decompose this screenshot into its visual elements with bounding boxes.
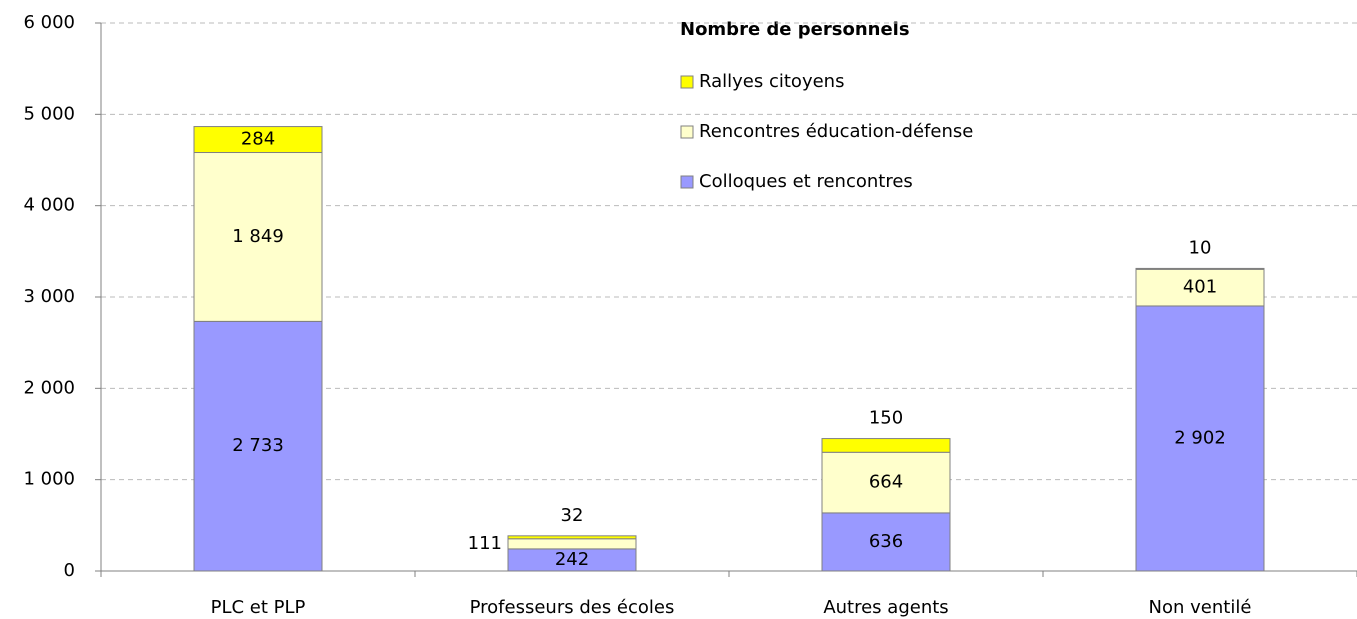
legend-title: Nombre de personnels	[680, 19, 910, 40]
y-tick-label: 1 000	[23, 469, 75, 490]
x-tick-label: PLC et PLP	[211, 597, 306, 618]
bar-segment	[1135, 268, 1265, 307]
x-tick-label: Professeurs des écoles	[470, 597, 675, 618]
legend-label: Rencontres éducation-défense	[699, 121, 973, 142]
data-label: 242	[555, 549, 589, 570]
y-tick-label: 4 000	[23, 195, 75, 216]
y-tick-label: 3 000	[23, 286, 75, 307]
legend-label: Colloques et rencontres	[699, 171, 913, 192]
y-tick-label: 2 000	[23, 377, 75, 398]
bar-segment	[1135, 305, 1265, 572]
data-label: 1 849	[232, 226, 284, 247]
legend-label: Rallyes citoyens	[699, 71, 844, 92]
data-label: 32	[561, 505, 584, 526]
data-label: 10	[1189, 237, 1212, 258]
legend-swatch	[680, 125, 694, 139]
data-label: 401	[1183, 277, 1217, 298]
data-label: 636	[869, 531, 903, 552]
bar-segment	[193, 152, 323, 322]
bar-segment	[821, 451, 951, 514]
data-label: 664	[869, 472, 903, 493]
bar-segment	[193, 126, 323, 154]
x-tick-label: Autres agents	[823, 597, 948, 618]
data-label: 284	[241, 129, 275, 150]
data-label: 2 902	[1174, 427, 1226, 448]
y-tick-label: 6 000	[23, 12, 75, 33]
bar-segment	[1135, 267, 1265, 270]
bar-segment	[193, 320, 323, 572]
bar-segment	[821, 512, 951, 572]
y-tick-label: 0	[64, 560, 75, 581]
data-label: 111	[468, 533, 502, 554]
bar-segment	[507, 535, 637, 540]
data-label: 150	[869, 408, 903, 429]
data-label: 2 733	[232, 435, 284, 456]
x-tick-label: Non ventilé	[1149, 597, 1252, 618]
legend-swatch	[680, 175, 694, 189]
y-tick-label: 5 000	[23, 103, 75, 124]
legend-swatch	[680, 75, 694, 89]
bar-segment	[821, 438, 951, 453]
bar-segment	[507, 538, 637, 550]
